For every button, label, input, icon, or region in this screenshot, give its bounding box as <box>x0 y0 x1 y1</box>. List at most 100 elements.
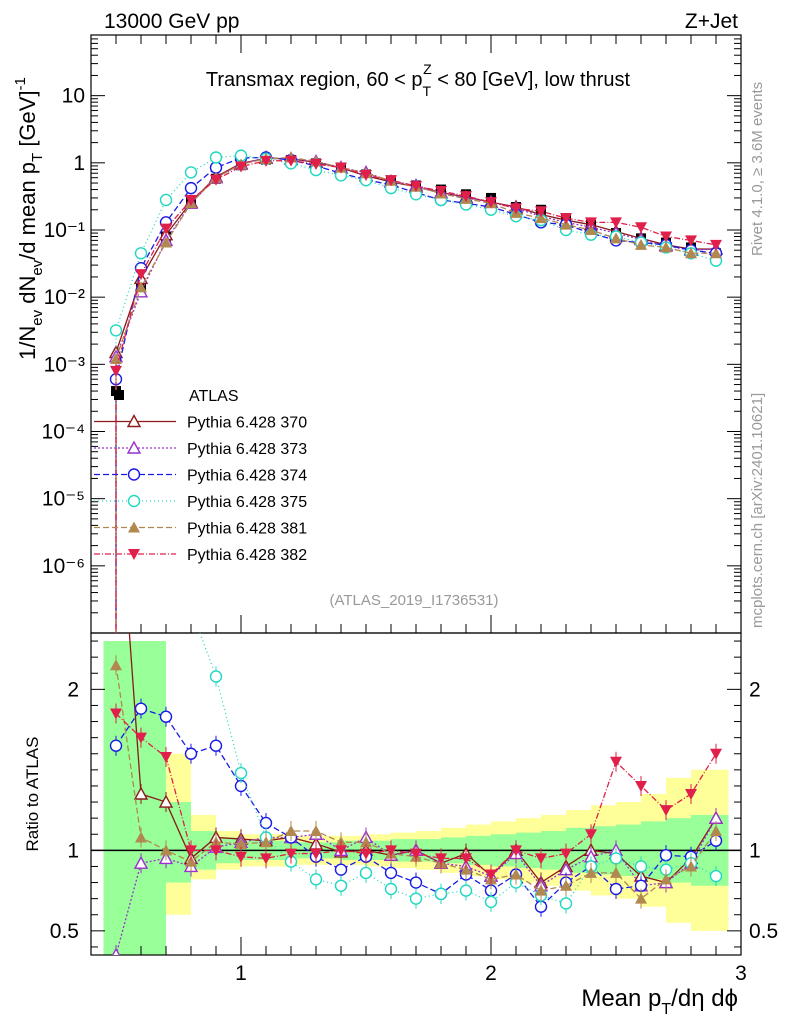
ratio-point-p375-4 <box>209 670 223 683</box>
main-ytick-label: 10⁻⁵ <box>42 488 85 511</box>
ratio-point-p375-13 <box>434 887 448 901</box>
ratio-point-p381-3 <box>185 855 197 867</box>
ratio-point-p375-9 <box>334 879 348 892</box>
ratio-point-p373-1 <box>133 855 149 869</box>
point-p381-24 <box>710 247 722 259</box>
legend-entry-p373: Pythia 6.428 373 <box>94 440 307 458</box>
legend-marker <box>127 468 141 481</box>
ratio-point-p375-15 <box>484 895 498 909</box>
legend-entry-p382: Pythia 6.428 382 <box>94 547 307 564</box>
point-p382-21 <box>635 222 647 234</box>
ratio-point-p374-3 <box>184 747 198 760</box>
ratio-point-p374-11 <box>384 866 398 880</box>
point-p382-15 <box>485 197 497 209</box>
ratio-point-p382-15 <box>485 869 497 881</box>
ratio-point-p382-23 <box>685 789 697 800</box>
ratio-point-p382-17 <box>535 853 547 865</box>
ratio-ytick-label: 0.5 <box>50 920 79 943</box>
point-p375-2 <box>159 193 173 207</box>
main-ylabel: 1/Nev dNev/d mean pT [GeV]-1 <box>12 77 46 360</box>
ratio-series-p375 <box>186 603 723 914</box>
point-p375-4 <box>209 151 223 164</box>
point-p382-20 <box>610 217 622 229</box>
ratio-point-p382-19 <box>585 829 597 841</box>
ratio-point-p375-21 <box>634 860 648 873</box>
ratio-point-p382-16 <box>510 845 522 857</box>
ratio-point-p382-0 <box>110 708 122 720</box>
ratio-point-p370-2 <box>158 794 174 808</box>
ratio-point-p382-12 <box>410 848 422 860</box>
ratio-point-p381-0 <box>110 659 122 671</box>
main-title-part2: < 80 [GeV], low thrust <box>432 69 631 91</box>
ratio-point-p375-5 <box>234 766 248 780</box>
main-title-sub: T <box>423 83 432 99</box>
point-p382-22 <box>660 231 672 243</box>
main-ytick-label: 10⁻⁴ <box>42 420 85 443</box>
point-p382-4 <box>210 174 222 186</box>
point-p381-1 <box>135 281 147 293</box>
legend-marker <box>127 494 141 508</box>
main-ytick-label: 1 <box>73 152 85 175</box>
ratio-point-p381-21 <box>635 892 647 904</box>
legend-label: Pythia 6.428 375 <box>187 494 307 511</box>
point-p382-10 <box>360 169 372 181</box>
ratio-point-p381-17 <box>535 884 547 896</box>
ratio-point-p381-24 <box>710 825 722 837</box>
ratio-ytick-label-right: 0.5 <box>749 920 778 943</box>
point-p382-13 <box>435 186 447 198</box>
ratio-point-p373-0 <box>111 947 121 955</box>
ratio-point-p382-11 <box>385 845 397 857</box>
main-frame <box>90 34 742 634</box>
ratio-point-p381-8 <box>310 825 322 837</box>
main-axes: 10⁻⁶ 10⁻⁵ 10⁻⁴ 10⁻³ 10⁻² 10⁻¹ 1 10 <box>42 34 742 634</box>
ratio-point-p374-12 <box>409 876 423 889</box>
ratio-point-p375-8 <box>309 873 323 886</box>
ratio-ytick-label: 1 <box>67 839 79 862</box>
legend-entry-p374: Pythia 6.428 374 <box>94 468 307 485</box>
point-p381-18 <box>560 218 572 230</box>
ratio-point-p381-6 <box>260 836 272 848</box>
legend-entry-p375: Pythia 6.428 375 <box>94 494 307 511</box>
point-p382-5 <box>235 161 247 173</box>
ratio-point-p382-7 <box>285 848 297 860</box>
ratio-point-p382-2 <box>160 751 172 763</box>
ratio-ytick-label-right: 1 <box>749 839 761 862</box>
ratio-xtick-label: 2 <box>485 962 497 985</box>
ratio-point-p382-18 <box>560 848 572 860</box>
ratio-point-p375-3 <box>186 603 197 614</box>
ratio-point-p374-2 <box>159 710 173 723</box>
ratio-point-p382-5 <box>235 851 247 863</box>
point-p382-12 <box>410 181 422 193</box>
rivet-label: Rivet 4.1.0, ≥ 3.6M events <box>749 82 766 256</box>
ratio-point-p382-8 <box>310 848 322 860</box>
ratio-point-p374-4 <box>209 739 223 752</box>
point-p382-19 <box>585 217 597 229</box>
legend-label: ATLAS <box>189 388 239 405</box>
ratio-ytick-label-right: 2 <box>749 678 761 701</box>
point-p381-21 <box>635 238 647 250</box>
ratio-point-p381-19 <box>585 866 597 878</box>
xlabel: Mean pT/dη dϕ <box>581 985 738 1018</box>
point-p382-7 <box>285 155 297 167</box>
ratio-series <box>109 603 724 955</box>
point-p382-23 <box>685 235 697 247</box>
ratio-point-p375-11 <box>384 882 398 896</box>
main-ytick-label: 10⁻² <box>44 286 85 309</box>
legend-marker <box>128 521 140 533</box>
point-p381-19 <box>585 223 597 235</box>
ratio-point-p382-14 <box>460 853 472 865</box>
ratio-point-p375-20 <box>609 852 623 865</box>
mcplots-label: mcplots.cern.ch [arXiv:2401.10621] <box>749 393 766 628</box>
main-ytick-label: 10 <box>62 85 85 108</box>
point-p381-0 <box>110 353 122 365</box>
point-p381-23 <box>685 247 697 259</box>
point-p382-18 <box>560 213 572 225</box>
point-p382-14 <box>460 191 472 203</box>
legend-label: Pythia 6.428 381 <box>187 521 307 538</box>
main-ytick-label: 10⁻¹ <box>44 219 85 242</box>
point-p382-0 <box>110 365 122 377</box>
ratio-point-p382-13 <box>435 853 447 865</box>
legend: ATLAS Pythia 6.428 370 Pythia 6.428 373 Pyt… <box>94 388 307 564</box>
legend-marker <box>114 390 124 400</box>
